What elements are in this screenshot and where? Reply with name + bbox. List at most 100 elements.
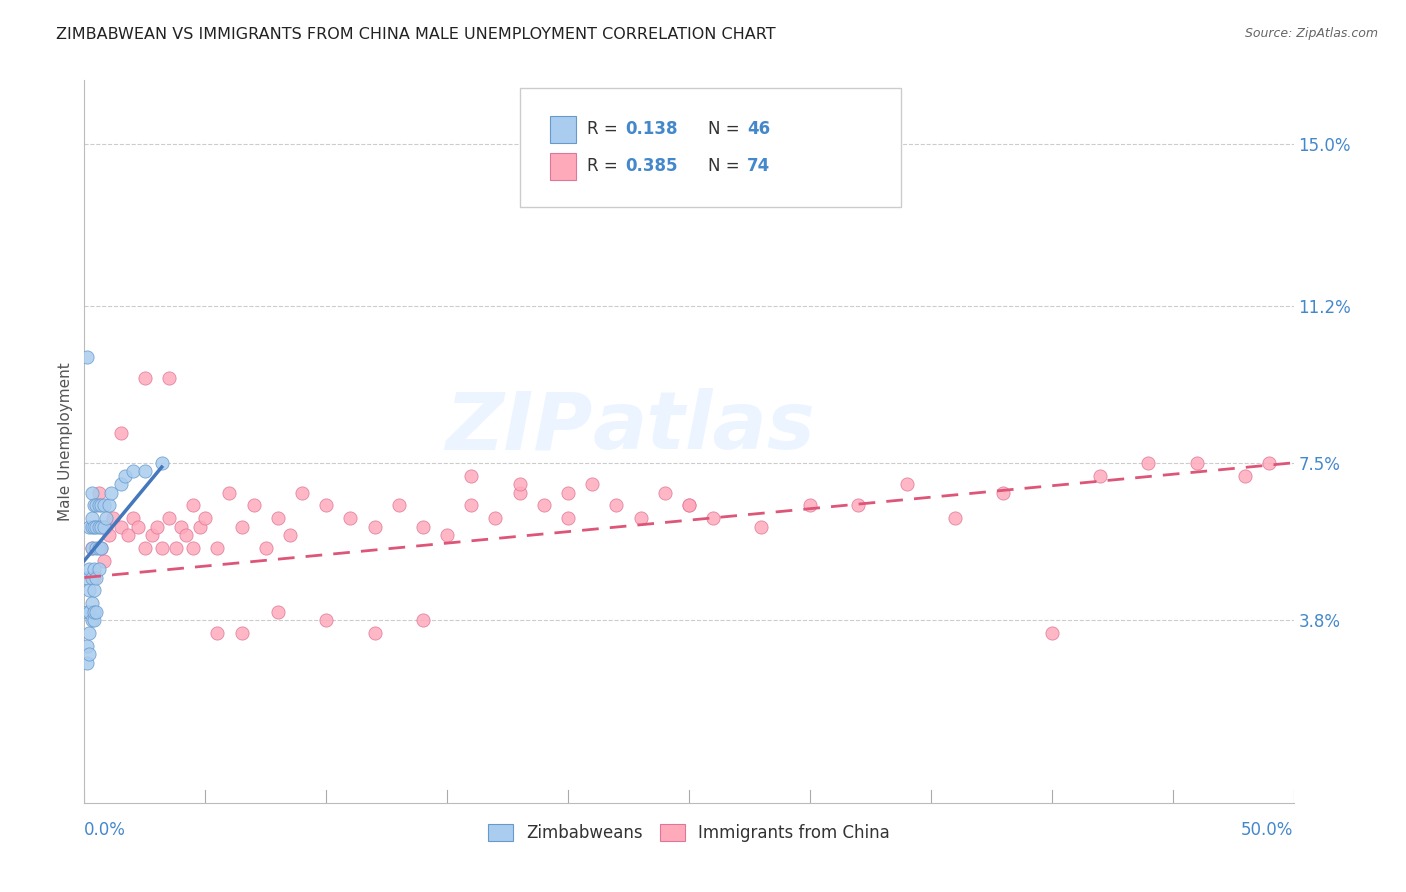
Point bbox=[80, 519, 103, 533]
Point bbox=[93, 519, 115, 533]
Text: 0.138: 0.138 bbox=[624, 120, 678, 138]
Point bbox=[533, 498, 555, 512]
Point bbox=[751, 519, 773, 533]
Point bbox=[87, 498, 110, 512]
Point bbox=[83, 583, 105, 598]
Point bbox=[86, 605, 108, 619]
Point bbox=[509, 485, 531, 500]
Point bbox=[87, 485, 110, 500]
Point bbox=[267, 605, 290, 619]
Point bbox=[134, 541, 156, 555]
Point bbox=[254, 541, 277, 555]
Point bbox=[97, 498, 120, 512]
Point bbox=[630, 511, 652, 525]
Point bbox=[218, 485, 240, 500]
Point bbox=[1234, 468, 1257, 483]
Point bbox=[77, 647, 100, 661]
Point bbox=[103, 511, 125, 525]
Point bbox=[509, 477, 531, 491]
Point bbox=[114, 468, 136, 483]
Point bbox=[77, 562, 100, 576]
Point bbox=[157, 511, 180, 525]
Point bbox=[93, 498, 115, 512]
Point bbox=[267, 511, 290, 525]
Text: R =: R = bbox=[588, 120, 628, 138]
Text: N =: N = bbox=[709, 120, 745, 138]
Point bbox=[190, 519, 212, 533]
Point bbox=[76, 639, 98, 653]
Text: atlas: atlas bbox=[592, 388, 815, 467]
Point bbox=[1258, 456, 1281, 470]
Point bbox=[134, 371, 156, 385]
Text: 0.385: 0.385 bbox=[624, 157, 678, 175]
Bar bbox=[550, 153, 576, 180]
Point bbox=[127, 519, 149, 533]
Point bbox=[77, 519, 100, 533]
Text: ZIP: ZIP bbox=[444, 388, 592, 467]
Point bbox=[121, 511, 143, 525]
Point bbox=[110, 519, 132, 533]
Point bbox=[86, 498, 108, 512]
Text: Source: ZipAtlas.com: Source: ZipAtlas.com bbox=[1244, 27, 1378, 40]
Point bbox=[1185, 456, 1208, 470]
Point bbox=[339, 511, 361, 525]
Text: N =: N = bbox=[709, 157, 745, 175]
Text: 46: 46 bbox=[747, 120, 770, 138]
Point bbox=[80, 541, 103, 555]
Point bbox=[87, 519, 110, 533]
Text: 74: 74 bbox=[747, 157, 770, 175]
Point bbox=[80, 485, 103, 500]
Point bbox=[484, 511, 506, 525]
Bar bbox=[550, 116, 576, 143]
Point bbox=[80, 511, 103, 525]
Point bbox=[100, 485, 122, 500]
Point bbox=[581, 477, 603, 491]
Point bbox=[1137, 456, 1160, 470]
Point bbox=[77, 583, 100, 598]
Point bbox=[207, 625, 229, 640]
Point bbox=[93, 553, 115, 567]
Point bbox=[150, 456, 173, 470]
Point bbox=[943, 511, 966, 525]
Point bbox=[141, 528, 163, 542]
FancyBboxPatch shape bbox=[520, 87, 901, 207]
Point bbox=[90, 498, 112, 512]
Point bbox=[83, 519, 105, 533]
Point bbox=[315, 613, 337, 627]
Point bbox=[83, 562, 105, 576]
Point bbox=[76, 605, 98, 619]
Point bbox=[83, 498, 105, 512]
Point bbox=[678, 498, 700, 512]
Point bbox=[363, 519, 385, 533]
Point bbox=[174, 528, 197, 542]
Point bbox=[134, 464, 156, 478]
Legend: Zimbabweans, Immigrants from China: Zimbabweans, Immigrants from China bbox=[481, 817, 897, 848]
Point bbox=[117, 528, 139, 542]
Point bbox=[83, 613, 105, 627]
Point bbox=[605, 498, 627, 512]
Point bbox=[460, 468, 482, 483]
Point bbox=[363, 625, 385, 640]
Point bbox=[654, 485, 676, 500]
Point bbox=[702, 511, 724, 525]
Point bbox=[97, 528, 120, 542]
Point bbox=[207, 541, 229, 555]
Point bbox=[110, 477, 132, 491]
Point bbox=[194, 511, 217, 525]
Point bbox=[90, 519, 112, 533]
Point bbox=[87, 541, 110, 555]
Point bbox=[412, 613, 434, 627]
Point bbox=[291, 485, 314, 500]
Point bbox=[76, 350, 98, 364]
Point bbox=[121, 464, 143, 478]
Point bbox=[83, 605, 105, 619]
Point bbox=[80, 541, 103, 555]
Point bbox=[146, 519, 169, 533]
Point bbox=[678, 498, 700, 512]
Point bbox=[242, 498, 264, 512]
Point bbox=[86, 519, 108, 533]
Point bbox=[94, 511, 117, 525]
Text: 50.0%: 50.0% bbox=[1241, 822, 1294, 839]
Point bbox=[150, 541, 173, 555]
Point bbox=[181, 541, 204, 555]
